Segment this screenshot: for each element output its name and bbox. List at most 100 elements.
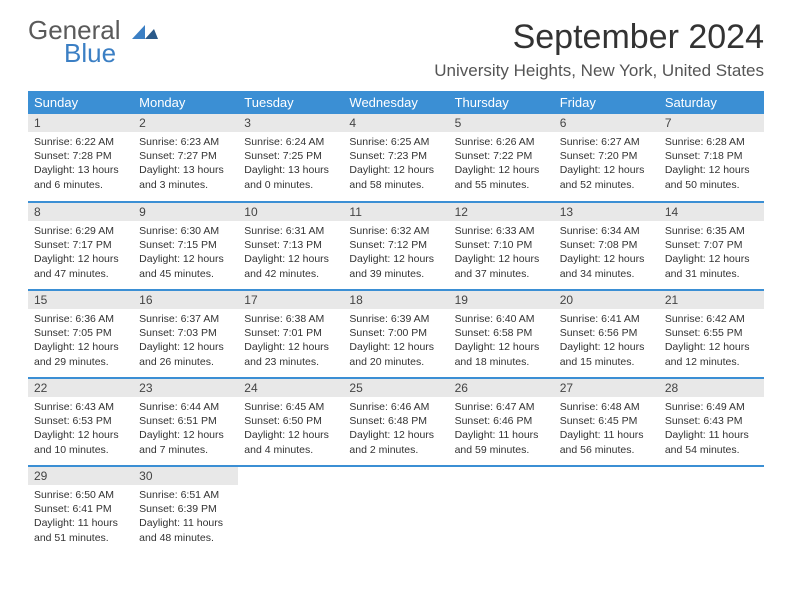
sunrise-line: Sunrise: 6:49 AM: [665, 400, 758, 414]
sunset-line: Sunset: 6:53 PM: [34, 414, 127, 428]
calendar-cell: 25Sunrise: 6:46 AMSunset: 6:48 PMDayligh…: [343, 378, 448, 466]
day-body: Sunrise: 6:30 AMSunset: 7:15 PMDaylight:…: [133, 221, 238, 284]
daylight-line: Daylight: 12 hours and 45 minutes.: [139, 252, 232, 280]
day-number: 27: [554, 379, 659, 397]
day-body: Sunrise: 6:41 AMSunset: 6:56 PMDaylight:…: [554, 309, 659, 372]
sunrise-line: Sunrise: 6:27 AM: [560, 135, 653, 149]
day-body: Sunrise: 6:34 AMSunset: 7:08 PMDaylight:…: [554, 221, 659, 284]
calendar-cell: 5Sunrise: 6:26 AMSunset: 7:22 PMDaylight…: [449, 114, 554, 202]
sunset-line: Sunset: 6:41 PM: [34, 502, 127, 516]
calendar-cell: 9Sunrise: 6:30 AMSunset: 7:15 PMDaylight…: [133, 202, 238, 290]
calendar-cell: 14Sunrise: 6:35 AMSunset: 7:07 PMDayligh…: [659, 202, 764, 290]
sunset-line: Sunset: 7:00 PM: [349, 326, 442, 340]
sunset-line: Sunset: 6:58 PM: [455, 326, 548, 340]
day-body: Sunrise: 6:44 AMSunset: 6:51 PMDaylight:…: [133, 397, 238, 460]
calendar-cell: 23Sunrise: 6:44 AMSunset: 6:51 PMDayligh…: [133, 378, 238, 466]
day-body: Sunrise: 6:50 AMSunset: 6:41 PMDaylight:…: [28, 485, 133, 548]
day-number: 16: [133, 291, 238, 309]
sunset-line: Sunset: 7:08 PM: [560, 238, 653, 252]
sunset-line: Sunset: 6:43 PM: [665, 414, 758, 428]
sunset-line: Sunset: 7:05 PM: [34, 326, 127, 340]
daylight-line: Daylight: 13 hours and 6 minutes.: [34, 163, 127, 191]
weekday-header: Tuesday: [238, 91, 343, 114]
calendar-cell: 8Sunrise: 6:29 AMSunset: 7:17 PMDaylight…: [28, 202, 133, 290]
day-number: 19: [449, 291, 554, 309]
calendar-cell: 7Sunrise: 6:28 AMSunset: 7:18 PMDaylight…: [659, 114, 764, 202]
day-body: Sunrise: 6:38 AMSunset: 7:01 PMDaylight:…: [238, 309, 343, 372]
title-block: September 2024 University Heights, New Y…: [434, 18, 764, 81]
sunrise-line: Sunrise: 6:35 AM: [665, 224, 758, 238]
daylight-line: Daylight: 12 hours and 50 minutes.: [665, 163, 758, 191]
daylight-line: Daylight: 12 hours and 15 minutes.: [560, 340, 653, 368]
day-body: Sunrise: 6:36 AMSunset: 7:05 PMDaylight:…: [28, 309, 133, 372]
day-number: 28: [659, 379, 764, 397]
logo: General Blue: [28, 18, 158, 65]
day-number: 22: [28, 379, 133, 397]
sunset-line: Sunset: 6:45 PM: [560, 414, 653, 428]
sunrise-line: Sunrise: 6:22 AM: [34, 135, 127, 149]
sunset-line: Sunset: 7:13 PM: [244, 238, 337, 252]
weekday-header: Saturday: [659, 91, 764, 114]
daylight-line: Daylight: 13 hours and 0 minutes.: [244, 163, 337, 191]
calendar-row: 29Sunrise: 6:50 AMSunset: 6:41 PMDayligh…: [28, 466, 764, 554]
calendar-cell-empty: ..: [554, 466, 659, 554]
day-body: Sunrise: 6:39 AMSunset: 7:00 PMDaylight:…: [343, 309, 448, 372]
calendar-cell: 20Sunrise: 6:41 AMSunset: 6:56 PMDayligh…: [554, 290, 659, 378]
daylight-line: Daylight: 12 hours and 18 minutes.: [455, 340, 548, 368]
day-body: Sunrise: 6:23 AMSunset: 7:27 PMDaylight:…: [133, 132, 238, 195]
sunset-line: Sunset: 7:20 PM: [560, 149, 653, 163]
daylight-line: Daylight: 12 hours and 34 minutes.: [560, 252, 653, 280]
calendar-cell: 13Sunrise: 6:34 AMSunset: 7:08 PMDayligh…: [554, 202, 659, 290]
daylight-line: Daylight: 12 hours and 7 minutes.: [139, 428, 232, 456]
day-number: 24: [238, 379, 343, 397]
day-body: Sunrise: 6:48 AMSunset: 6:45 PMDaylight:…: [554, 397, 659, 460]
daylight-line: Daylight: 12 hours and 10 minutes.: [34, 428, 127, 456]
sunset-line: Sunset: 7:18 PM: [665, 149, 758, 163]
daylight-line: Daylight: 11 hours and 48 minutes.: [139, 516, 232, 544]
day-number: 1: [28, 114, 133, 132]
day-body: Sunrise: 6:49 AMSunset: 6:43 PMDaylight:…: [659, 397, 764, 460]
daylight-line: Daylight: 13 hours and 3 minutes.: [139, 163, 232, 191]
day-body: Sunrise: 6:31 AMSunset: 7:13 PMDaylight:…: [238, 221, 343, 284]
daylight-line: Daylight: 12 hours and 4 minutes.: [244, 428, 337, 456]
sunrise-line: Sunrise: 6:37 AM: [139, 312, 232, 326]
calendar-cell: 28Sunrise: 6:49 AMSunset: 6:43 PMDayligh…: [659, 378, 764, 466]
calendar-cell: 10Sunrise: 6:31 AMSunset: 7:13 PMDayligh…: [238, 202, 343, 290]
day-number: 8: [28, 203, 133, 221]
day-number: 26: [449, 379, 554, 397]
calendar-cell: 4Sunrise: 6:25 AMSunset: 7:23 PMDaylight…: [343, 114, 448, 202]
location-text: University Heights, New York, United Sta…: [434, 61, 764, 81]
day-number: 25: [343, 379, 448, 397]
calendar-cell: 6Sunrise: 6:27 AMSunset: 7:20 PMDaylight…: [554, 114, 659, 202]
weekday-header: Wednesday: [343, 91, 448, 114]
calendar-cell: 22Sunrise: 6:43 AMSunset: 6:53 PMDayligh…: [28, 378, 133, 466]
sunrise-line: Sunrise: 6:29 AM: [34, 224, 127, 238]
sunset-line: Sunset: 6:56 PM: [560, 326, 653, 340]
calendar-table: Sunday Monday Tuesday Wednesday Thursday…: [28, 91, 764, 554]
day-number: 29: [28, 467, 133, 485]
calendar-cell: 19Sunrise: 6:40 AMSunset: 6:58 PMDayligh…: [449, 290, 554, 378]
daylight-line: Daylight: 11 hours and 51 minutes.: [34, 516, 127, 544]
sunset-line: Sunset: 7:03 PM: [139, 326, 232, 340]
day-body: Sunrise: 6:35 AMSunset: 7:07 PMDaylight:…: [659, 221, 764, 284]
calendar-cell: 21Sunrise: 6:42 AMSunset: 6:55 PMDayligh…: [659, 290, 764, 378]
day-number: 30: [133, 467, 238, 485]
day-number: 11: [343, 203, 448, 221]
day-body: Sunrise: 6:28 AMSunset: 7:18 PMDaylight:…: [659, 132, 764, 195]
day-body: Sunrise: 6:37 AMSunset: 7:03 PMDaylight:…: [133, 309, 238, 372]
sunrise-line: Sunrise: 6:39 AM: [349, 312, 442, 326]
daylight-line: Daylight: 12 hours and 12 minutes.: [665, 340, 758, 368]
sunset-line: Sunset: 7:25 PM: [244, 149, 337, 163]
sunrise-line: Sunrise: 6:51 AM: [139, 488, 232, 502]
calendar-cell: 11Sunrise: 6:32 AMSunset: 7:12 PMDayligh…: [343, 202, 448, 290]
daylight-line: Daylight: 12 hours and 29 minutes.: [34, 340, 127, 368]
calendar-cell: 26Sunrise: 6:47 AMSunset: 6:46 PMDayligh…: [449, 378, 554, 466]
sunset-line: Sunset: 6:50 PM: [244, 414, 337, 428]
daylight-line: Daylight: 11 hours and 59 minutes.: [455, 428, 548, 456]
sunset-line: Sunset: 7:12 PM: [349, 238, 442, 252]
sunrise-line: Sunrise: 6:33 AM: [455, 224, 548, 238]
sunset-line: Sunset: 7:23 PM: [349, 149, 442, 163]
sunrise-line: Sunrise: 6:28 AM: [665, 135, 758, 149]
calendar-row: 22Sunrise: 6:43 AMSunset: 6:53 PMDayligh…: [28, 378, 764, 466]
sunrise-line: Sunrise: 6:42 AM: [665, 312, 758, 326]
